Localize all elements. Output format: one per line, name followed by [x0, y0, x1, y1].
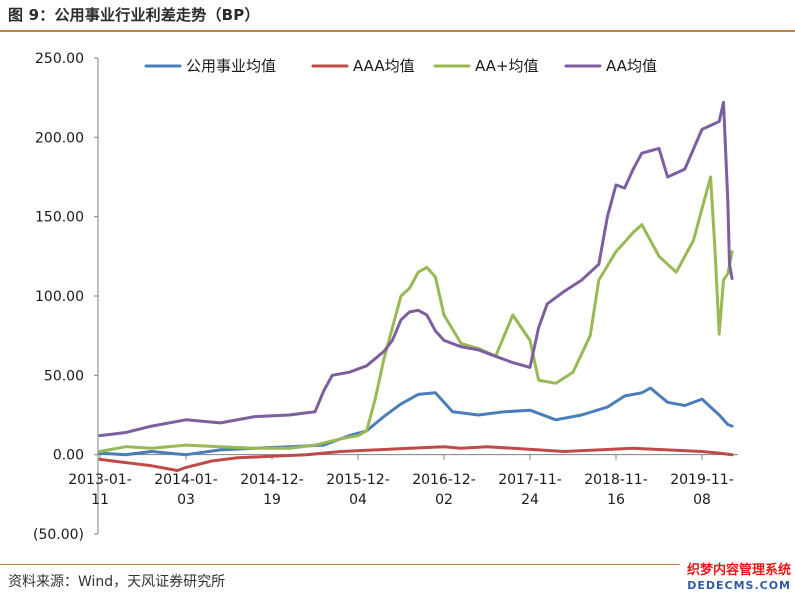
x-tick-label-line2: 11 [91, 492, 109, 508]
x-tick-label-line1: 2014-12- [240, 472, 304, 488]
x-tick-label-line2: 08 [693, 492, 711, 508]
figure-title: 图 9：公用事业行业利差走势（BP） [8, 6, 260, 24]
x-tick-label-line2: 16 [607, 492, 625, 508]
legend-label-0: 公用事业均值 [186, 57, 276, 75]
legend-label-3: AA均值 [606, 57, 657, 75]
y-tick-label: 250.00 [35, 51, 84, 67]
y-tick-label: 50.00 [44, 368, 84, 384]
x-tick-label-line1: 2016-12- [412, 472, 476, 488]
chart-legend: 公用事业均值 AAA均值 AA+均值 AA均值 [144, 57, 657, 75]
y-tick-label: 200.00 [35, 130, 84, 146]
source-note: 资料来源：Wind，天风证券研究所 [8, 574, 226, 590]
x-tick-label-line2: 03 [177, 492, 195, 508]
x-tick-label-line2: 04 [349, 492, 367, 508]
x-tick-label-line1: 2013-01- [68, 472, 132, 488]
line-chart: 250.00 200.00 150.00 100.00 50.00 0.00 (50.00)… [33, 51, 738, 543]
x-tick-label-line1: 2018-11- [584, 472, 648, 488]
bottom-divider [0, 564, 680, 565]
watermark-line-2: DEDECMS.COM [687, 579, 791, 592]
watermark-line-1: 织梦内容管理系统 [686, 563, 791, 578]
x-tick-label-line2: 02 [435, 492, 453, 508]
x-tick-label-line1: 2019-11- [670, 472, 734, 488]
x-tick-label-line2: 19 [263, 492, 281, 508]
x-tick-label-line2: 24 [521, 492, 539, 508]
y-tick-label: 100.00 [35, 289, 84, 305]
chart-axes: 250.00 200.00 150.00 100.00 50.00 0.00 (50.00)… [33, 51, 738, 543]
y-tick-label: 0.00 [53, 448, 84, 464]
chart-series [98, 100, 734, 472]
watermark: 织梦内容管理系统 DEDECMS.COM [687, 563, 791, 593]
legend-label-2: AA+均值 [475, 57, 539, 75]
y-tick-label: (50.00) [33, 527, 84, 543]
x-tick-label-line1: 2017-11- [498, 472, 562, 488]
series-line-3 [98, 100, 734, 438]
legend-label-1: AAA均值 [353, 57, 415, 75]
top-divider [0, 30, 795, 32]
y-tick-label: 150.00 [35, 210, 84, 226]
series-line-1 [98, 445, 734, 472]
series-line-2 [98, 175, 734, 453]
x-tick-label-line1: 2014-01- [154, 472, 218, 488]
x-tick-label-line1: 2015-12- [326, 472, 390, 488]
